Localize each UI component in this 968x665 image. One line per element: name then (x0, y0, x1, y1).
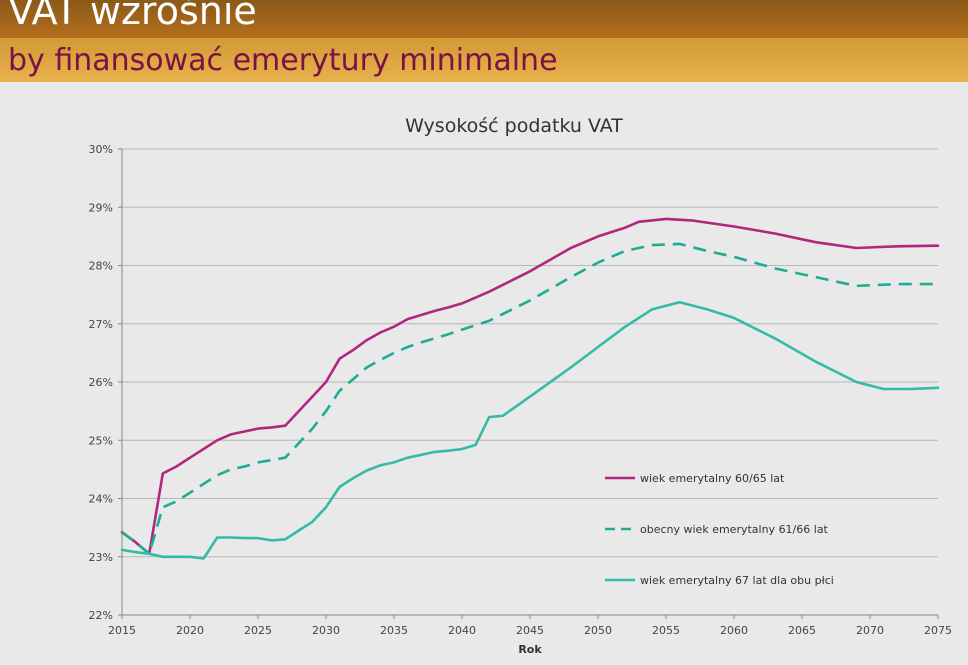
x-tick-label: 2075 (924, 624, 952, 637)
chart-series (120, 217, 940, 560)
legend-label-2: obecny wiek emerytalny 61/66 lat (640, 523, 829, 536)
series-line-1 (120, 217, 940, 556)
slide-title: VAT wzrośnie (8, 0, 257, 33)
x-tick-label: 2020 (176, 624, 204, 637)
y-tick-label: 26% (89, 376, 113, 389)
y-tick-label: 23% (89, 551, 113, 564)
x-tick-label: 2065 (788, 624, 816, 637)
legend-label-3: wiek emerytalny 67 lat dla obu płci (640, 574, 834, 587)
x-tick-label: 2025 (244, 624, 272, 637)
x-tick-label: 2030 (312, 624, 340, 637)
x-tick-label: 2060 (720, 624, 748, 637)
x-tick-label: 2015 (108, 624, 136, 637)
slide-title-band: VAT wzrośnie (0, 0, 968, 38)
x-axis-tick-labels: 2015 2020 2025 2030 2035 2040 2045 2050 2055 2060… (108, 624, 952, 637)
slide-subtitle: by finansować emerytury minimalne (8, 43, 558, 78)
legend-label-1: wiek emerytalny 60/65 lat (640, 472, 785, 485)
y-tick-label: 30% (89, 143, 113, 156)
y-tick-label: 29% (89, 201, 113, 214)
series-line-3 (120, 300, 940, 560)
y-axis-tick-labels: 22% 23% 24% 25% 26% 27% 28% 29% 30% (89, 143, 113, 622)
x-axis-label: Rok (518, 643, 542, 656)
chart-area: Wysokość podatku VAT 22% 23% 24% 25% 26% 27% 2… (0, 82, 968, 661)
chart-legend: wiek emerytalny 60/65 lat obecny wiek eme… (605, 472, 834, 587)
x-tick-label: 2040 (448, 624, 476, 637)
y-tick-label: 22% (89, 609, 113, 622)
chart-title: Wysokość podatku VAT (405, 115, 623, 137)
x-tick-label: 2070 (856, 624, 884, 637)
x-tick-label: 2050 (584, 624, 612, 637)
y-tick-label: 25% (89, 434, 113, 447)
y-tick-label: 27% (89, 318, 113, 331)
slide-subtitle-band: by finansować emerytury minimalne (0, 38, 968, 82)
chart-grid (118, 148, 939, 619)
x-tick-label: 2055 (652, 624, 680, 637)
y-tick-label: 24% (89, 493, 113, 506)
series-line-2 (121, 242, 938, 556)
x-tick-label: 2045 (516, 624, 544, 637)
vat-line-chart: Wysokość podatku VAT 22%23%24%25%26%27%2… (89, 115, 952, 656)
y-tick-label: 28% (89, 260, 113, 273)
x-tick-label: 2035 (380, 624, 408, 637)
